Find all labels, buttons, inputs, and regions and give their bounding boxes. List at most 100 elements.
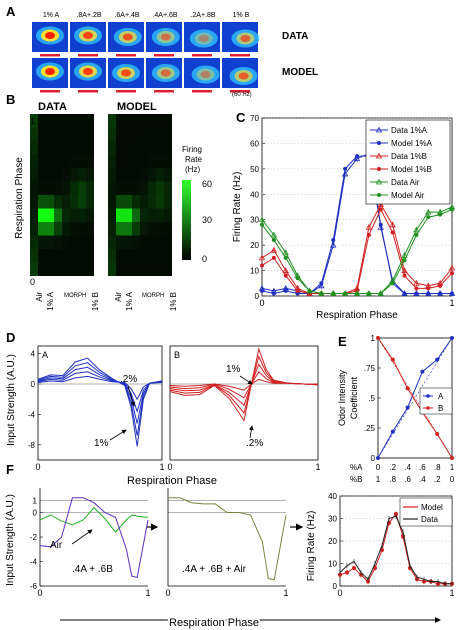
panel-b-cell — [132, 222, 140, 236]
panel-b-cell — [38, 181, 46, 195]
panel-b-cell — [46, 249, 54, 263]
y-axis-label: Input Strength (A.U.) — [5, 494, 16, 586]
annotation-arrow — [71, 529, 93, 545]
y-tick-label: 0 — [33, 509, 38, 518]
panel-b-cell — [54, 262, 62, 276]
panel-b-cell — [124, 262, 132, 276]
panel-b-cell — [108, 208, 116, 222]
y-tick-label: 0 — [371, 454, 376, 463]
inset-label: A — [42, 350, 48, 360]
y-tick-label: 30 — [250, 216, 259, 225]
panel-b-cell — [148, 168, 156, 182]
panel-b-cell — [62, 114, 70, 128]
panel-a-col-label: 1% A — [43, 12, 60, 19]
panel-b-cell — [46, 208, 54, 222]
data-point — [343, 291, 348, 296]
panel-b-cell — [30, 181, 38, 195]
panel-b-cell — [108, 262, 116, 276]
panel-b-cell — [54, 249, 62, 263]
panel-a-blob-core — [240, 35, 251, 42]
x-tick-label: .2 — [389, 463, 396, 472]
panel-b-cell — [164, 235, 172, 249]
panel-b-cell — [156, 181, 164, 195]
data-point — [295, 288, 300, 293]
panel-b-cell — [70, 262, 78, 276]
panel-b-cell — [54, 114, 62, 128]
chart-d-a-line — [37, 366, 163, 424]
panel-a-col-label: .4A+.6B — [152, 12, 177, 19]
panel-b-xtick-a-2: 1% A — [125, 291, 134, 310]
data-point — [438, 212, 443, 217]
panel-b-cell — [70, 249, 78, 263]
chart-f2-line — [168, 497, 287, 581]
legend-entry: A — [438, 392, 444, 401]
panel-b-cell — [156, 127, 164, 141]
panel-b-cell — [86, 154, 94, 168]
panel-b-cell — [38, 208, 46, 222]
data-point — [435, 432, 440, 436]
panel-b-cell — [116, 181, 124, 195]
panel-b-cell — [132, 141, 140, 155]
panel-b-colorbar-tick-60: 60 — [202, 179, 212, 189]
panel-b-xtick-b-1: 1% B — [91, 292, 100, 311]
panel-b-xtick-b-2: 1% B — [169, 292, 178, 311]
panel-b-cell — [132, 262, 140, 276]
chart-c-dataair-line — [261, 206, 453, 294]
panel-b-cell — [164, 249, 172, 263]
y-tick-label: -4 — [28, 410, 36, 419]
panel-b-cell — [62, 154, 70, 168]
panel-a-heatmaps: 1% A .8A+.2B .6A+.4B .4A+.6B .2A+.8B 1% B — [32, 12, 260, 93]
panel-b-cell — [164, 168, 172, 182]
panel-b-cell — [46, 181, 54, 195]
data-point — [450, 207, 454, 212]
data-point — [307, 288, 312, 293]
y-tick-label: -8 — [28, 441, 36, 450]
chart-c-data1b-line — [261, 203, 453, 294]
panel-a-stim-bar — [192, 54, 212, 57]
panel-b-cell — [164, 141, 172, 155]
panel-b-cell — [156, 249, 164, 263]
data-point — [283, 273, 288, 278]
legend-marker — [375, 152, 383, 159]
panel-b-cell — [108, 168, 116, 182]
data-point — [378, 207, 383, 212]
panel-b-cell — [62, 168, 70, 182]
annotation: 1% — [226, 364, 241, 375]
panel-a-col-label: .8A+.2B — [76, 12, 101, 19]
panel-b-cell — [54, 222, 62, 236]
panel-b-cell — [30, 222, 38, 236]
data-point — [260, 288, 264, 293]
annotation-arrow — [239, 375, 253, 385]
chart-d-a-line — [37, 375, 163, 401]
panel-b-cell — [30, 235, 38, 249]
y-axis-label: Firing Rate (Hz) — [232, 172, 243, 243]
chart-c-legend — [365, 119, 451, 205]
panel-b-cell — [140, 208, 148, 222]
panel-b-cell — [30, 127, 38, 141]
annotation: 1% — [94, 438, 109, 449]
panel-b-ytick-0: 0 — [30, 277, 35, 287]
panel-b-cell — [70, 208, 78, 222]
panel-b-cell — [46, 235, 54, 249]
panel-b-cell — [70, 127, 78, 141]
panel-b-cell — [78, 168, 86, 182]
panel-d-b-chart: 0 1 B 1% .2% — [167, 345, 321, 472]
y-tick-label: 0 — [31, 380, 36, 389]
panel-a-blob-core — [45, 68, 55, 75]
data-point — [353, 155, 361, 162]
data-point — [282, 267, 289, 273]
x-tick-label: 1 — [449, 588, 454, 598]
panel-b-cell — [124, 127, 132, 141]
panel-b-cell — [62, 222, 70, 236]
chart-e-a-line — [377, 337, 453, 459]
panel-b-cell — [78, 141, 86, 155]
panel-b-cell — [78, 195, 86, 209]
data-point — [373, 566, 377, 570]
data-point — [450, 271, 454, 276]
panel-b-cell — [38, 235, 46, 249]
panel-b-cell — [30, 154, 38, 168]
panel-letter-e: E — [338, 334, 347, 349]
panel-b-cell — [132, 181, 140, 195]
data-point — [405, 405, 410, 410]
panel-b-cell — [30, 208, 38, 222]
